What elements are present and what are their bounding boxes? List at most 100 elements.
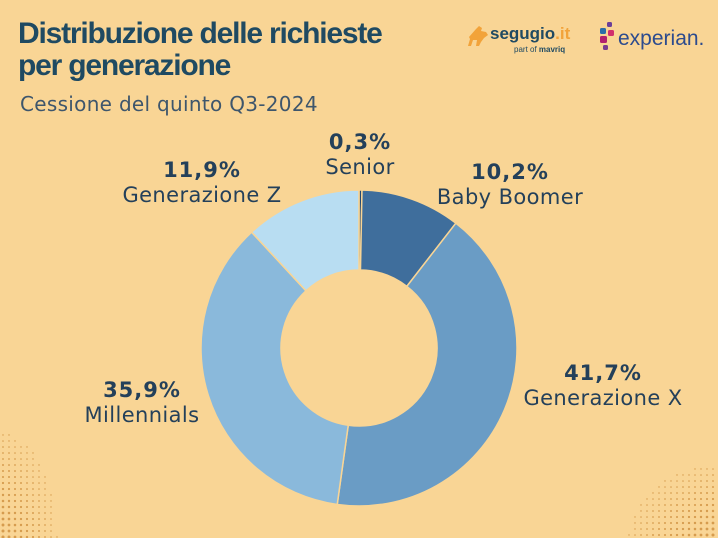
pattern-dot [706, 492, 708, 494]
pattern-dot [20, 482, 22, 484]
pattern-dot [31, 535, 35, 538]
pattern-dot [2, 440, 4, 442]
pattern-dot [50, 512, 52, 514]
pattern-dot [38, 524, 40, 526]
pattern-dot [682, 480, 684, 482]
experian-logo: experian. [600, 22, 704, 50]
pattern-dot [32, 464, 34, 466]
pattern-dot [50, 518, 52, 520]
pattern-dot [32, 518, 34, 520]
pattern-dot [25, 511, 29, 515]
pattern-dot [640, 522, 642, 524]
pattern-dot [705, 503, 709, 507]
pattern-dot [675, 527, 679, 531]
pattern-dot [19, 529, 23, 533]
pattern-dot [676, 474, 678, 476]
pattern-dot [634, 534, 636, 536]
pattern-dot [652, 516, 654, 518]
pattern-dot [705, 497, 709, 501]
pattern-dot [38, 530, 40, 532]
pattern-dot [50, 536, 52, 538]
dotted-pattern-right [628, 468, 715, 537]
pattern-dot [670, 492, 672, 494]
pattern-dot [13, 499, 17, 503]
pattern-dot [682, 492, 684, 494]
pattern-dot [2, 464, 4, 466]
pattern-dot [25, 529, 29, 533]
pattern-dot [711, 509, 715, 513]
value-label-millennials: 35,9% [103, 378, 181, 402]
pattern-dot [38, 482, 40, 484]
segugio-tagline-brand: mavriq [539, 45, 565, 54]
pattern-dot [699, 503, 703, 507]
pattern-dot [38, 476, 40, 478]
pattern-dot [646, 528, 648, 530]
chart-subtitle: Cessione del quinto Q3-2024 [20, 92, 318, 116]
pattern-dot [687, 521, 691, 525]
pattern-dot [8, 440, 10, 442]
value-label-generazione-x: 41,7% [564, 361, 642, 385]
pattern-dot [705, 527, 709, 531]
pattern-dot [38, 494, 40, 496]
segugio-logo: segugio.it part of mavriq [468, 24, 571, 54]
pattern-dot [1, 535, 5, 538]
pattern-dot [687, 515, 691, 519]
pattern-dot [663, 533, 667, 537]
pattern-dot [658, 492, 660, 494]
pattern-dot [1, 469, 5, 473]
pattern-dot [38, 500, 40, 502]
pattern-dot [44, 488, 46, 490]
slice-label-generazione-z: 11,9% Generazione Z [104, 158, 300, 208]
pattern-dot [50, 500, 52, 502]
pattern-dot [705, 509, 709, 513]
pattern-dot [640, 510, 642, 512]
pattern-dot [44, 518, 46, 520]
pattern-dot [26, 482, 28, 484]
pattern-dot [712, 486, 714, 488]
pattern-dot [13, 493, 17, 497]
pattern-dot [26, 452, 28, 454]
pattern-dot [7, 481, 11, 485]
pattern-dot [1, 505, 5, 509]
pattern-dot [670, 498, 672, 500]
pattern-dot [44, 512, 46, 514]
pattern-dot [682, 504, 684, 506]
pattern-dot [1, 475, 5, 479]
category-label-generazione-z: Generazione Z [122, 183, 282, 207]
pattern-dot [706, 480, 708, 482]
pattern-dot [700, 480, 702, 482]
pattern-dot [1, 523, 5, 527]
pattern-dot [681, 521, 685, 525]
pattern-dot [700, 474, 702, 476]
dotted-pattern-left [1, 434, 58, 538]
pattern-dot [14, 458, 16, 460]
pattern-dot [634, 522, 636, 524]
pattern-dot [711, 521, 715, 525]
pattern-dot [14, 482, 16, 484]
experian-dots-icon [600, 22, 614, 50]
pattern-dot [664, 516, 666, 518]
pattern-dot [13, 535, 17, 538]
pattern-dot [8, 464, 10, 466]
pattern-dot [646, 498, 648, 500]
pattern-dot [658, 510, 660, 512]
category-label-baby-boomer: Baby Boomer [436, 185, 584, 209]
pattern-dot [694, 474, 696, 476]
pattern-dot [676, 504, 678, 506]
pattern-dot [693, 527, 697, 531]
pattern-dot [7, 499, 11, 503]
pattern-dot [670, 510, 672, 512]
pattern-dot [693, 533, 697, 537]
category-label-millennials: Millennials [84, 403, 200, 427]
pattern-dot [26, 488, 28, 490]
pattern-dot [14, 440, 16, 442]
pattern-dot [26, 464, 28, 466]
pattern-dot [681, 509, 685, 513]
pattern-dot [38, 464, 40, 466]
pattern-dot [32, 506, 34, 508]
pattern-dot [675, 515, 679, 519]
pattern-dot [14, 476, 16, 478]
pattern-dot [7, 487, 11, 491]
pattern-dot [687, 509, 691, 513]
